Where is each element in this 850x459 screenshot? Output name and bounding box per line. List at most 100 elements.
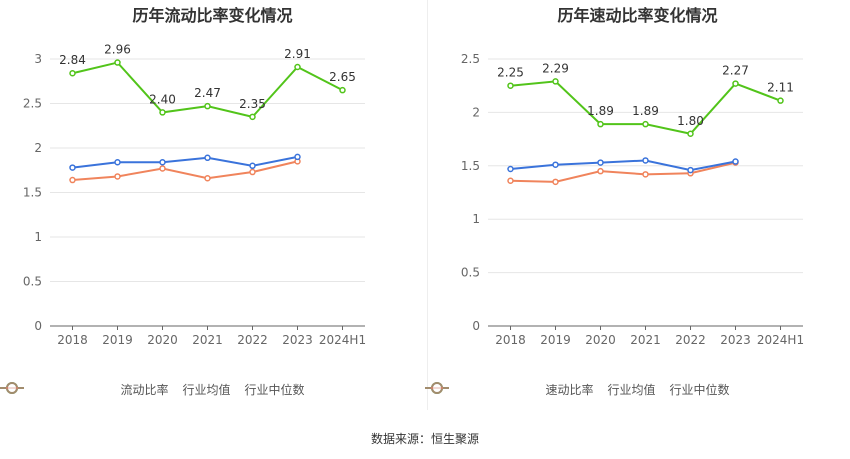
x-tick-label: 2018 bbox=[57, 333, 88, 347]
data-point bbox=[249, 162, 256, 170]
data-point bbox=[204, 154, 211, 162]
data-point bbox=[294, 153, 301, 161]
y-tick-label: 2.5 bbox=[461, 52, 480, 66]
data-label: 2.84 bbox=[59, 53, 86, 67]
data-point bbox=[69, 176, 76, 184]
y-tick-label: 0 bbox=[34, 319, 42, 333]
data-label: 2.29 bbox=[542, 61, 569, 75]
data-point bbox=[777, 97, 784, 104]
x-tick-label: 2021 bbox=[192, 333, 223, 347]
data-point bbox=[507, 82, 514, 89]
data-label: 2.40 bbox=[149, 92, 176, 106]
y-tick-label: 3 bbox=[34, 52, 42, 66]
x-tick-label: 2023 bbox=[720, 333, 751, 347]
legend-label: 行业均值 bbox=[607, 383, 656, 397]
data-point bbox=[114, 158, 121, 166]
data-point bbox=[249, 168, 256, 176]
data-label: 2.25 bbox=[497, 66, 524, 80]
data-point bbox=[114, 59, 121, 66]
data-label: 1.80 bbox=[677, 114, 704, 128]
legend-label: 速动比率 bbox=[545, 383, 594, 397]
y-tick-label: 1 bbox=[34, 230, 42, 244]
data-label: 2.27 bbox=[722, 64, 749, 78]
x-tick-label: 2019 bbox=[102, 333, 133, 347]
panel-divider bbox=[427, 0, 428, 410]
data-point bbox=[69, 69, 76, 77]
legend-item[interactable]: 流动比率 bbox=[0, 381, 169, 398]
y-tick-label: 2.5 bbox=[23, 97, 42, 111]
data-label: 2.11 bbox=[767, 81, 794, 95]
data-point bbox=[507, 165, 514, 173]
data-point bbox=[642, 171, 649, 178]
data-point bbox=[69, 164, 76, 171]
data-point bbox=[687, 130, 694, 138]
data-label: 1.89 bbox=[632, 104, 659, 118]
data-point bbox=[552, 78, 559, 85]
data-point bbox=[339, 86, 346, 94]
quick-ratio-panel: 历年速动比率变化情况 0 0.5 1 1.5 2 2.5 2018 2019 2020 2021 2… bbox=[425, 0, 850, 410]
y-tick-label: 0.5 bbox=[23, 275, 42, 289]
data-point bbox=[507, 177, 514, 185]
y-tick-label: 2 bbox=[34, 141, 42, 155]
chart-title: 历年流动比率变化情况 bbox=[132, 6, 293, 25]
series-line bbox=[510, 159, 736, 172]
y-tick-label: 0 bbox=[472, 319, 480, 333]
data-point bbox=[597, 167, 604, 175]
series-line bbox=[510, 161, 736, 183]
x-tick-label: 2024H1 bbox=[757, 333, 804, 347]
data-point bbox=[732, 80, 739, 87]
data-point bbox=[159, 165, 166, 172]
chart-title: 历年速动比率变化情况 bbox=[557, 6, 718, 25]
data-label: 2.35 bbox=[239, 97, 266, 111]
quick-ratio-chart: 0 0.5 1 1.5 2 2.5 2018 2019 2020 2021 2022 2023 2024… bbox=[461, 52, 804, 347]
y-tick-label: 1 bbox=[472, 212, 480, 226]
current-ratio-chart: 0 0.5 1 1.5 2 2.5 3 2018 2019 2020 2021 2022 2023 202… bbox=[23, 43, 366, 347]
x-tick-label: 2021 bbox=[630, 333, 661, 347]
legend-label: 流动比率 bbox=[120, 383, 169, 397]
data-point bbox=[204, 175, 211, 182]
legend-item[interactable]: 行业中位数 bbox=[0, 381, 305, 398]
data-point bbox=[732, 158, 739, 165]
legend-item[interactable]: 行业均值 bbox=[0, 381, 231, 398]
legend-swatch-icon bbox=[425, 382, 449, 394]
y-tick-label: 2 bbox=[472, 105, 480, 119]
legend-swatch-icon bbox=[0, 382, 24, 394]
x-tick-label: 2022 bbox=[675, 333, 706, 347]
data-point bbox=[642, 120, 649, 128]
x-tick-label: 2020 bbox=[585, 333, 616, 347]
x-tick-label: 2018 bbox=[495, 333, 526, 347]
data-label: 2.47 bbox=[194, 86, 221, 100]
data-point bbox=[159, 158, 166, 166]
x-tick-label: 2020 bbox=[147, 333, 178, 347]
current-ratio-panel: 历年流动比率变化情况 0 0.5 1 1.5 2 2.5 3 2018 2019 2020 2021… bbox=[0, 0, 425, 410]
data-point bbox=[597, 159, 604, 166]
y-tick-label: 0.5 bbox=[461, 266, 480, 280]
data-point bbox=[552, 178, 559, 186]
x-tick-label: 2023 bbox=[282, 333, 313, 347]
legend-item[interactable]: 行业均值 bbox=[425, 381, 656, 398]
y-tick-label: 1.5 bbox=[461, 159, 480, 173]
series-line bbox=[72, 160, 298, 182]
data-point bbox=[249, 113, 256, 121]
x-tick-label: 2019 bbox=[540, 333, 571, 347]
legend-label: 行业中位数 bbox=[244, 383, 305, 397]
data-point bbox=[642, 157, 649, 164]
legend-item[interactable]: 行业中位数 bbox=[425, 381, 730, 398]
data-point bbox=[159, 109, 166, 116]
x-tick-label: 2024H1 bbox=[319, 333, 366, 347]
y-tick-label: 1.5 bbox=[23, 186, 42, 200]
x-tick-label: 2022 bbox=[237, 333, 268, 347]
data-point bbox=[294, 63, 301, 71]
legend-item[interactable]: 速动比率 bbox=[425, 381, 594, 398]
data-point bbox=[114, 173, 121, 180]
data-label: 2.91 bbox=[284, 47, 311, 61]
series-line bbox=[72, 155, 298, 169]
data-label: 2.96 bbox=[104, 43, 131, 57]
legend-label: 行业中位数 bbox=[669, 383, 730, 397]
legend-label: 行业均值 bbox=[182, 383, 231, 397]
data-label: 1.89 bbox=[587, 104, 614, 118]
legend: 速动比率 行业均值 行业中位数 bbox=[425, 381, 850, 398]
data-label: 2.65 bbox=[329, 70, 356, 84]
data-source: 数据来源：恒生聚源 bbox=[370, 432, 479, 446]
data-point bbox=[552, 161, 559, 168]
